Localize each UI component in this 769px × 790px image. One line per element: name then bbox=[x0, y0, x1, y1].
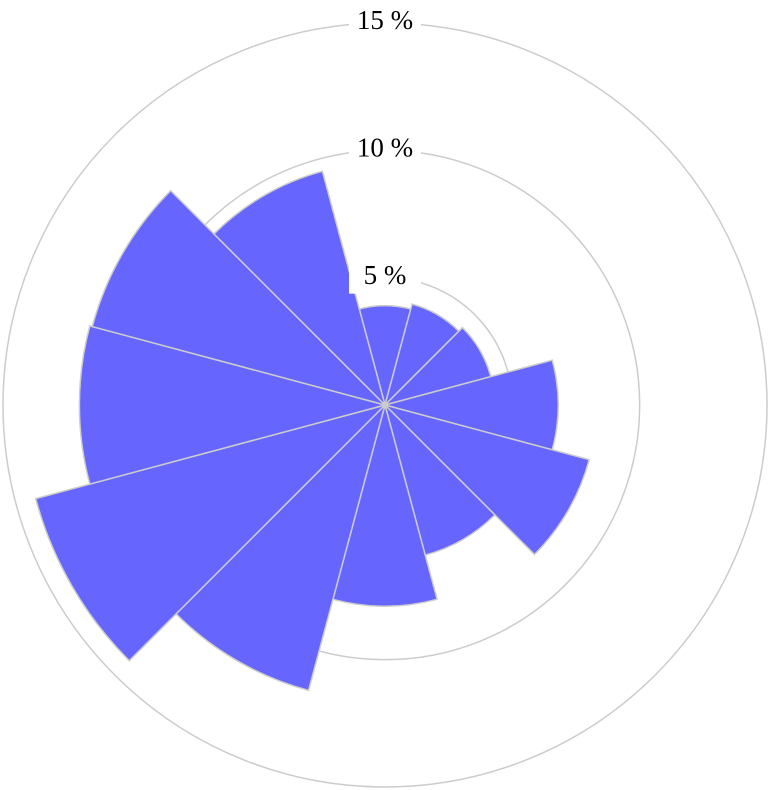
bar bbox=[212, 170, 387, 408]
bar bbox=[382, 403, 591, 556]
bar bbox=[91, 189, 388, 407]
bar bbox=[34, 403, 388, 662]
label-bg bbox=[349, 7, 421, 39]
label-bg bbox=[349, 134, 421, 167]
r-tick-label: 10 % bbox=[357, 133, 413, 163]
bar bbox=[175, 402, 387, 692]
bars bbox=[34, 170, 591, 692]
bar bbox=[332, 402, 438, 607]
bar bbox=[78, 324, 388, 486]
tick-labels: 5 % 10 % 15 % bbox=[349, 5, 421, 294]
bar bbox=[382, 359, 559, 451]
label-bg bbox=[349, 261, 421, 294]
r-tick-label: 15 % bbox=[357, 5, 413, 35]
r-tick-label: 5 % bbox=[364, 260, 407, 290]
